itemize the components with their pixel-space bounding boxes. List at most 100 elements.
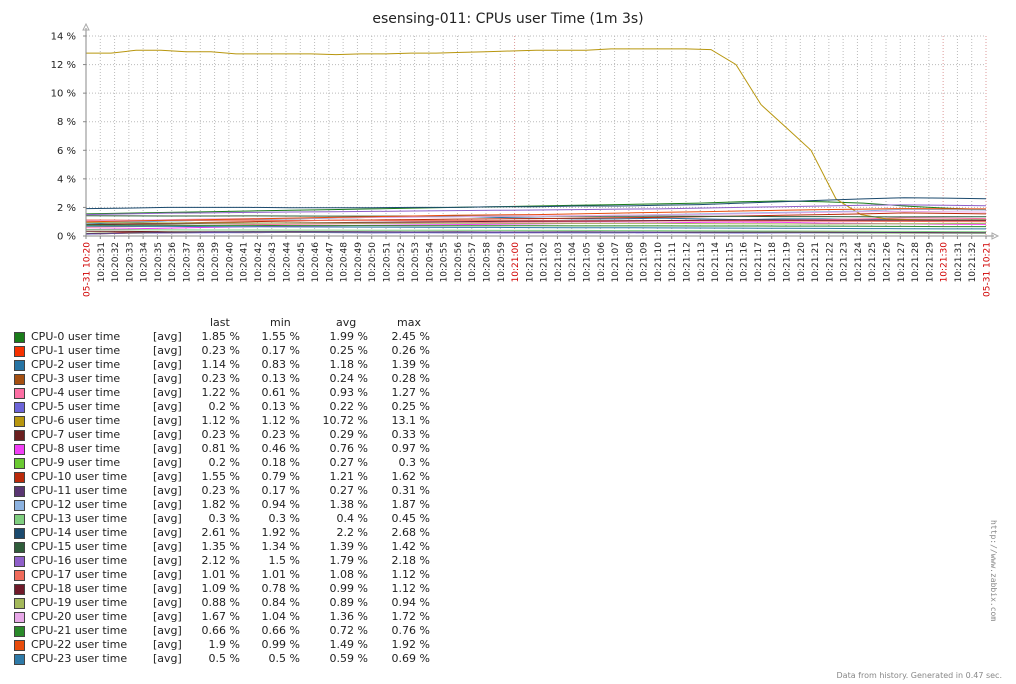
x-tick-label: 10:20:52: [397, 242, 407, 282]
grid: [85, 35, 987, 237]
legend-series-name: CPU-0 user time: [31, 330, 121, 343]
x-tick-label: 10:20:43: [268, 242, 278, 282]
y-tick-label: 12 %: [51, 60, 76, 71]
legend-value-last: 1.22 %: [201, 386, 240, 399]
x-tick-label: 10:21:15: [725, 242, 735, 282]
x-tick-label: 10:21:11: [668, 242, 678, 282]
legend-value-last: 1.35 %: [201, 540, 240, 553]
x-tick-label: 10:20:35: [154, 242, 164, 282]
legend-value-max: 1.27 %: [391, 386, 430, 399]
y-tick-label: 14 %: [51, 32, 76, 43]
legend-value-avg: 1.39 %: [329, 540, 368, 553]
legend-value-min: 0.23 %: [261, 428, 300, 441]
legend-value-max: 0.69 %: [391, 652, 430, 665]
legend-value-min: 0.78 %: [261, 582, 300, 595]
legend-swatch: [14, 416, 25, 427]
legend-row: CPU-23 user time [avg] 0.5 % 0.5 % 0.59 % 0.6…: [14, 652, 454, 666]
x-tick-label: 10:20:49: [354, 242, 364, 283]
x-tick-label: 10:20:44: [283, 242, 293, 283]
legend-function: [avg]: [153, 470, 182, 483]
x-tick-label: 10:20:50: [368, 242, 378, 283]
legend-function: [avg]: [153, 344, 182, 357]
legend-series-name: CPU-21 user time: [31, 624, 128, 637]
x-tick-label: 10:20:54: [425, 242, 435, 283]
legend-value-avg: 1.38 %: [329, 498, 368, 511]
legend-swatch: [14, 654, 25, 665]
legend-row: CPU-19 user time [avg] 0.88 % 0.84 % 0.89 % 0…: [14, 596, 454, 610]
x-tick-label: 10:21:27: [897, 242, 907, 282]
legend-value-last: 0.3 %: [208, 512, 240, 525]
series-line: [85, 204, 987, 216]
legend-value-max: 0.33 %: [391, 428, 430, 441]
legend-value-max: 0.45 %: [391, 512, 430, 525]
legend-value-avg: 0.76 %: [329, 442, 368, 455]
chart: esensing-011: CPUs user Time (1m 3s) 0 %…: [51, 11, 1000, 297]
legend-value-max: 0.25 %: [391, 400, 430, 413]
legend-row: CPU-8 user time [avg] 0.81 % 0.46 % 0.76 % 0.…: [14, 442, 454, 456]
y-tick-label: 0 %: [57, 232, 76, 243]
x-tick-label: 10:20:45: [297, 242, 307, 282]
x-tick-label: 10:20:59: [497, 242, 507, 283]
legend-function: [avg]: [153, 596, 182, 609]
legend-value-max: 0.26 %: [391, 344, 430, 357]
legend-value-max: 1.72 %: [391, 610, 430, 623]
x-tick-label: 10:20:38: [197, 242, 207, 283]
x-tick-label: 10:21:26: [883, 242, 893, 283]
footer-note: Data from history. Generated in 0.47 sec…: [836, 671, 1002, 680]
legend-value-max: 0.28 %: [391, 372, 430, 385]
x-tick-label: 10:20:41: [240, 242, 250, 282]
legend-value-avg: 0.72 %: [329, 624, 368, 637]
legend-swatch: [14, 612, 25, 623]
legend-function: [avg]: [153, 428, 182, 441]
axes: [82, 22, 1000, 240]
legend-value-min: 0.5 %: [268, 652, 300, 665]
series-line: [85, 219, 986, 223]
legend-series-name: CPU-5 user time: [31, 400, 121, 413]
legend-value-max: 1.12 %: [391, 568, 430, 581]
legend-swatch: [14, 486, 25, 497]
x-tick-label: 10:20:36: [168, 242, 178, 283]
x-tick-label: 10:20:53: [411, 242, 421, 282]
legend-swatch: [14, 332, 25, 343]
legend-value-min: 1.01 %: [261, 568, 300, 581]
x-tick-label: 10:21:07: [611, 242, 621, 282]
legend-value-avg: 0.59 %: [329, 652, 368, 665]
legend-series-name: CPU-13 user time: [31, 512, 128, 525]
legend-series-name: CPU-12 user time: [31, 498, 128, 511]
legend-function: [avg]: [153, 414, 182, 427]
series-line: [85, 225, 986, 230]
legend-value-last: 1.67 %: [201, 610, 240, 623]
x-tick-label: 05-31 10:21: [983, 242, 993, 297]
series-line: [85, 197, 987, 210]
x-tick-label: 10:21:22: [825, 242, 835, 282]
legend-value-avg: 0.27 %: [329, 456, 368, 469]
x-tick-label: 05-31 10:20: [83, 242, 93, 297]
legend-swatch: [14, 500, 25, 511]
legend-value-last: 0.23 %: [201, 344, 240, 357]
legend-swatch: [14, 514, 25, 525]
legend-row: CPU-5 user time [avg] 0.2 % 0.13 % 0.22 % 0.2…: [14, 400, 454, 414]
series-line: [85, 200, 987, 215]
legend-value-min: 0.17 %: [261, 344, 300, 357]
x-tick-label: 10:21:29: [925, 242, 935, 283]
x-tick-label: 10:21:19: [783, 242, 793, 283]
legend-function: [avg]: [153, 484, 182, 497]
legend-swatch: [14, 444, 25, 455]
series-line: [85, 222, 987, 225]
legend-series-name: CPU-23 user time: [31, 652, 128, 665]
legend-value-last: 2.61 %: [201, 526, 240, 539]
legend-value-avg: 1.99 %: [329, 330, 368, 343]
legend-series-name: CPU-4 user time: [31, 386, 121, 399]
series-line: [86, 48, 986, 221]
legend-value-avg: 1.36 %: [329, 610, 368, 623]
legend-value-last: 1.12 %: [201, 414, 240, 427]
legend-value-max: 0.31 %: [391, 484, 430, 497]
y-tick-labels: 0 % 2 % 4 % 6 % 8 % 10 % 12 % 14 %: [51, 32, 76, 243]
legend-row: CPU-16 user time [avg] 2.12 % 1.5 % 1.79 % 2.…: [14, 554, 454, 568]
legend-function: [avg]: [153, 330, 182, 343]
legend-value-avg: 1.21 %: [329, 470, 368, 483]
legend-value-max: 1.42 %: [391, 540, 430, 553]
legend-value-min: 0.94 %: [261, 498, 300, 511]
y-tick-label: 10 %: [51, 89, 76, 100]
legend-swatch: [14, 458, 25, 469]
